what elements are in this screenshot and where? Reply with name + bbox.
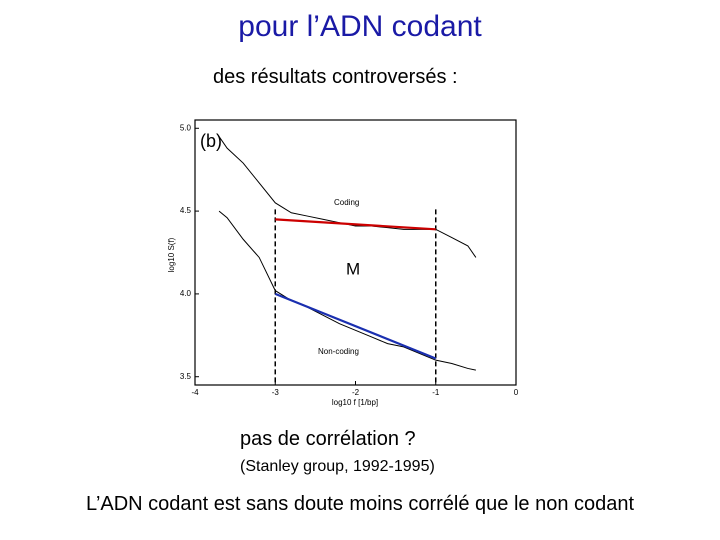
- data-line: [218, 210, 476, 371]
- subtitle: des résultats controversés :: [213, 66, 458, 88]
- y-tick-label: 4.0: [180, 289, 192, 298]
- source: (Stanley group, 1992-1995): [240, 458, 435, 475]
- marker-label: M: [346, 259, 360, 278]
- fit-line: [274, 292, 437, 360]
- slide-title: pour l’ADN codant: [238, 10, 482, 43]
- fit-line: [275, 218, 436, 231]
- y-axis-label: log10 S(f): [167, 237, 176, 272]
- x-tick-label: -3: [272, 388, 280, 397]
- x-tick-label: -1: [432, 388, 440, 397]
- x-tick-label: -4: [191, 388, 199, 397]
- conclusion: L’ADN codant est sans doute moins corrél…: [85, 493, 635, 515]
- note: pas de corrélation ?: [240, 428, 416, 450]
- y-tick-label: 5.0: [180, 123, 192, 132]
- data-line: [218, 136, 477, 258]
- y-tick-label: 4.5: [180, 206, 192, 215]
- x-axis-label: log10 f [1/bp]: [332, 398, 378, 407]
- x-tick-label: -2: [352, 388, 360, 397]
- series-label: Non-coding: [318, 347, 359, 356]
- plot-frame: [194, 119, 517, 386]
- y-tick-label: 3.5: [180, 372, 192, 381]
- panel-label: (b): [200, 131, 222, 151]
- series-label: Coding: [334, 198, 359, 207]
- x-tick-label: 0: [514, 388, 519, 397]
